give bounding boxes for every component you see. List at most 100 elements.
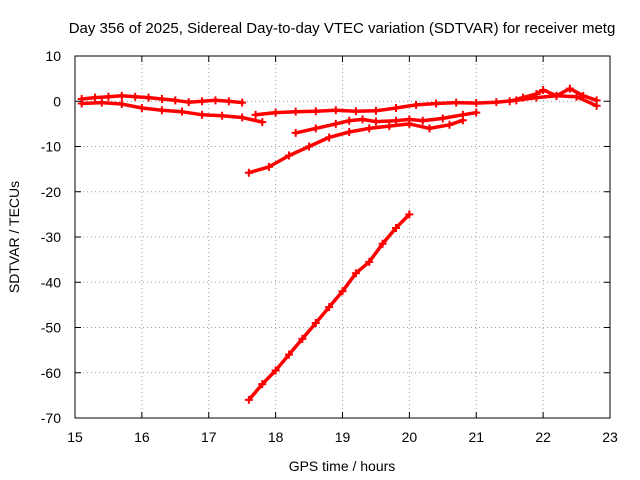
x-tick-label: 21 xyxy=(468,429,484,445)
data-point-steep-track xyxy=(298,334,307,343)
y-tick-label: -40 xyxy=(41,274,61,290)
data-point-middle-band-upper xyxy=(579,91,588,100)
data-point-recovery-curve-upper xyxy=(392,116,400,125)
y-axis-label: SDTVAR / TECUs xyxy=(6,181,22,293)
data-point-top-band-b xyxy=(178,107,186,116)
data-point-recovery-curve-upper xyxy=(418,116,427,125)
data-point-top-band-a xyxy=(157,94,166,103)
data-point-top-band-a xyxy=(238,98,247,107)
data-point-middle-band-upper xyxy=(532,90,541,99)
data-point-top-band-a xyxy=(91,93,100,102)
y-tick-label: 10 xyxy=(45,48,61,64)
y-tick-label: -50 xyxy=(41,320,61,336)
data-point-middle-band-upper xyxy=(552,91,561,100)
y-tick-label: 0 xyxy=(53,93,61,109)
axis-ticks: 15 16 17 18 19 20 21 22 23 10 0 -10 -20 -30 -40 -50 -60 -… xyxy=(41,48,618,445)
data-point-recovery-curve-upper xyxy=(345,116,354,125)
data-point-middle-band xyxy=(472,99,481,108)
data-point-middle-band-upper xyxy=(519,93,528,102)
data-point-middle-band xyxy=(412,100,421,109)
x-tick-label: 16 xyxy=(134,429,150,445)
data-point-top-band-a xyxy=(184,98,193,107)
data-point-recovery-curve-upper xyxy=(438,114,447,123)
chart-title: Day 356 of 2025, Sidereal Day-to-day VTE… xyxy=(69,20,616,37)
data-point-middle-band xyxy=(392,104,400,113)
data-point-top-band-a xyxy=(224,97,233,106)
data-point-middle-band-upper xyxy=(539,85,548,94)
x-tick-label: 18 xyxy=(268,429,284,445)
data-point-top-band-b xyxy=(258,118,267,127)
data-point-steep-track xyxy=(351,269,360,278)
data-point-recovery-curve-lower xyxy=(458,116,467,125)
y-tick-label: -10 xyxy=(41,139,61,155)
data-point-top-band-a xyxy=(117,91,126,100)
x-tick-label: 19 xyxy=(335,429,351,445)
data-point-top-band-b xyxy=(198,110,207,119)
data-point-recovery-curve-lower xyxy=(445,120,454,129)
data-point-middle-band xyxy=(351,107,360,116)
data-point-top-band-a xyxy=(131,92,140,101)
data-point-recovery-curve-lower xyxy=(285,151,293,160)
data-point-recovery-curve-lower xyxy=(345,128,354,137)
data-point-top-band-a xyxy=(198,97,207,106)
data-point-top-band-b xyxy=(97,98,106,107)
data-point-recovery-curve-upper xyxy=(331,119,340,128)
data-point-middle-band xyxy=(291,107,300,116)
x-tick-label: 22 xyxy=(535,429,551,445)
data-point-middle-band-upper xyxy=(505,97,514,106)
data-point-steep-track xyxy=(338,287,347,296)
data-point-middle-band xyxy=(311,107,320,116)
x-axis-label: GPS time / hours xyxy=(289,458,396,474)
y-tick-label: -20 xyxy=(41,184,61,200)
data-point-middle-band xyxy=(371,106,380,115)
series-line-top-band-b xyxy=(79,100,265,124)
x-tick-label: 23 xyxy=(602,429,618,445)
data-point-recovery-curve-lower xyxy=(365,124,374,133)
data-point-recovery-curve-upper xyxy=(371,117,380,126)
data-point-steep-track xyxy=(405,210,414,219)
data-point-steep-track xyxy=(365,257,374,266)
data-point-middle-band-upper xyxy=(592,96,601,105)
data-point-steep-track xyxy=(285,350,293,359)
data-point-steep-track xyxy=(378,239,387,248)
data-point-steep-track xyxy=(258,380,267,389)
data-point-middle-band-upper xyxy=(565,84,574,93)
data-point-recovery-curve-lower xyxy=(385,122,394,131)
data-point-middle-band xyxy=(331,106,340,115)
y-tick-label: -60 xyxy=(41,365,61,381)
data-point-recovery-curve-upper xyxy=(472,108,481,117)
data-point-middle-band xyxy=(271,108,280,117)
data-point-top-band-b xyxy=(137,104,146,113)
data-point-top-band-b xyxy=(157,106,166,115)
data-point-recovery-curve-lower xyxy=(325,133,334,142)
x-tick-label: 20 xyxy=(402,429,418,445)
data-point-middle-band xyxy=(251,110,260,119)
x-tick-label: 17 xyxy=(201,429,217,445)
data-point-recovery-curve-upper xyxy=(311,124,320,133)
x-tick-label: 15 xyxy=(67,429,83,445)
y-tick-label: -30 xyxy=(41,229,61,245)
data-point-middle-band xyxy=(492,98,501,107)
data-point-recovery-curve-lower xyxy=(264,162,273,171)
data-point-top-band-b xyxy=(238,113,247,122)
data-point-top-band-b xyxy=(218,111,227,120)
data-point-steep-track xyxy=(271,366,280,375)
data-point-top-band-b xyxy=(117,99,126,108)
data-point-middle-band xyxy=(452,98,461,107)
data-point-recovery-curve-upper xyxy=(358,115,367,124)
data-point-recovery-curve-lower xyxy=(305,142,314,151)
data-point-top-band-a xyxy=(104,92,113,101)
data-point-top-band-b xyxy=(77,99,86,108)
data-series xyxy=(77,84,601,404)
data-point-steep-track xyxy=(244,395,253,404)
data-point-middle-band xyxy=(432,99,441,108)
data-point-recovery-curve-upper xyxy=(291,128,300,137)
data-point-top-band-a xyxy=(171,96,180,105)
data-point-steep-track xyxy=(325,303,334,312)
y-tick-label: -70 xyxy=(41,410,61,426)
data-point-steep-track xyxy=(311,318,320,327)
data-point-recovery-curve-lower xyxy=(405,119,414,128)
data-point-steep-track xyxy=(392,223,400,232)
